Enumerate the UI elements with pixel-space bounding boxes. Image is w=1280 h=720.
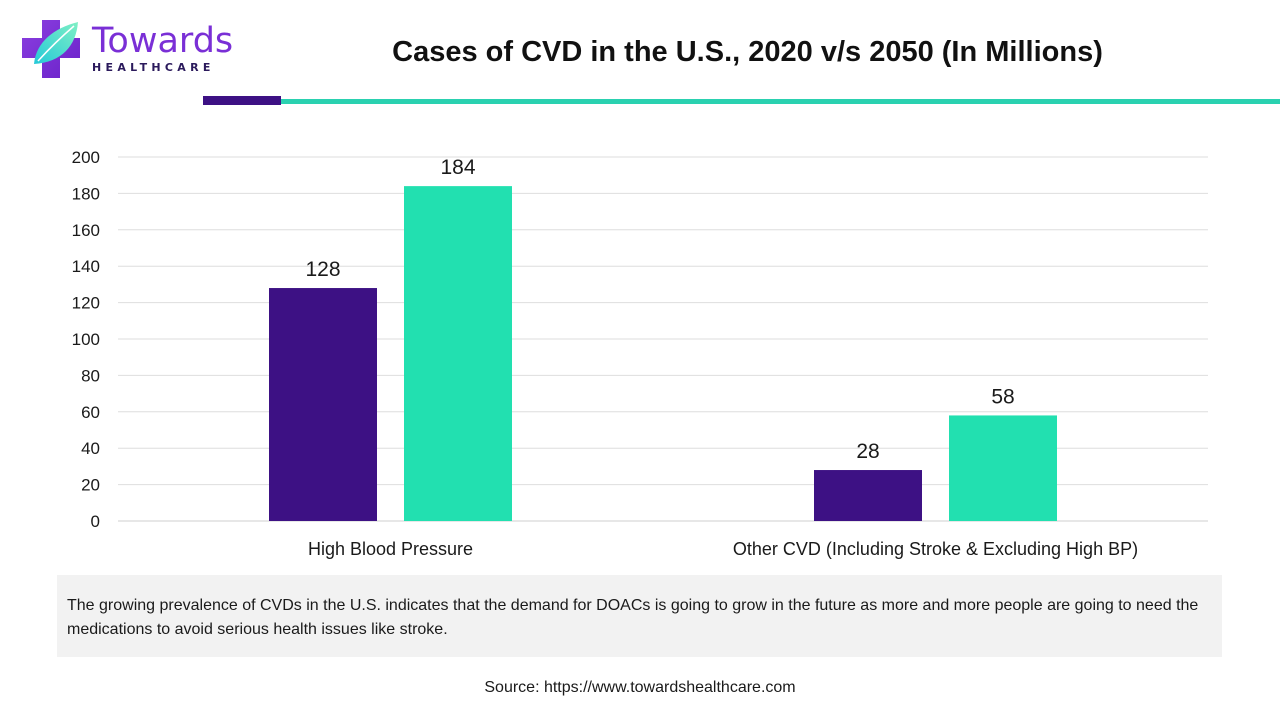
y-tick-label: 20 (81, 476, 100, 495)
x-tick-label: Other CVD (Including Stroke & Excluding … (733, 539, 1138, 559)
y-tick-label: 160 (72, 221, 100, 240)
y-tick-label: 60 (81, 403, 100, 422)
source-link[interactable]: Source: https://www.towardshealthcare.co… (484, 679, 796, 696)
y-tick-label: 100 (72, 330, 100, 349)
bar-2020-0 (269, 288, 377, 521)
bar-2050-0 (404, 186, 512, 521)
logo-wordmark: Towards (92, 21, 234, 61)
y-tick-label: 140 (72, 257, 100, 276)
y-tick-label: 180 (72, 184, 100, 203)
x-tick-label: High Blood Pressure (308, 539, 473, 559)
data-label: 28 (856, 440, 879, 463)
y-tick-label: 0 (91, 512, 100, 531)
logo-subtitle: HEALTHCARE (92, 61, 215, 74)
brand-logo: Towards HEALTHCARE (20, 18, 235, 80)
data-label: 184 (440, 156, 475, 179)
y-tick-label: 80 (81, 366, 100, 385)
bar-2050-1 (949, 415, 1057, 521)
data-label: 58 (991, 385, 1014, 408)
title-rule-teal (281, 99, 1280, 104)
title-rule-dark (203, 96, 281, 105)
data-label: 128 (305, 258, 340, 281)
y-tick-label: 40 (81, 439, 100, 458)
y-tick-label: 200 (72, 148, 100, 167)
y-tick-label: 120 (72, 294, 100, 313)
insight-note: The growing prevalence of CVDs in the U.… (57, 575, 1222, 657)
chart-title: Cases of CVD in the U.S., 2020 v/s 2050 … (392, 36, 1103, 68)
bar-chart: 0 20 40 60 80 100 120 140 160 180 200 128 184 High Bl… (72, 148, 1208, 559)
cross-leaf-logo-icon (22, 20, 80, 78)
bar-2020-1 (814, 470, 922, 521)
